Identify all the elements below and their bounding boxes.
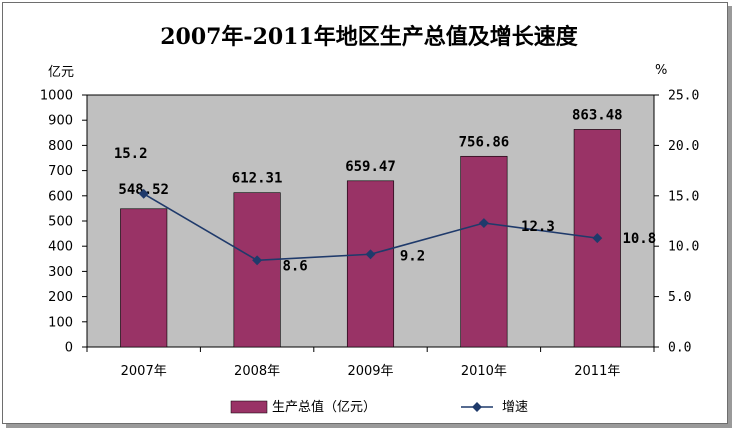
bar-value-label: 756.86 bbox=[459, 134, 510, 150]
line-value-label: 8.6 bbox=[282, 258, 307, 274]
growth-marker bbox=[592, 233, 603, 244]
left-axis-tick-label: 600 bbox=[48, 189, 73, 204]
y-axis-label: 亿元 bbox=[48, 65, 74, 80]
legend-bar-swatch bbox=[230, 400, 268, 414]
y2-axis-label: % bbox=[655, 63, 667, 78]
left-axis-tick-label: 200 bbox=[48, 290, 73, 305]
x-axis-tick-label: 2010年 bbox=[461, 364, 507, 379]
left-axis: 0 100 200 300 400 500 600 700 800 900 1000 bbox=[40, 89, 87, 356]
x-axis-tick-label: 2007年 bbox=[121, 364, 167, 379]
chart-title: 2007年-2011年地区生产总值及增长速度 bbox=[160, 24, 579, 50]
left-axis-tick-label: 800 bbox=[48, 139, 73, 154]
bar bbox=[120, 208, 168, 348]
legend-line-marker bbox=[472, 402, 482, 412]
left-axis-tick-label: 1000 bbox=[40, 89, 73, 104]
growth-marker bbox=[252, 255, 263, 266]
left-axis-tick-label: 900 bbox=[48, 114, 73, 129]
left-axis-tick-label: 0 bbox=[65, 341, 73, 356]
left-axis-tick-label: 100 bbox=[48, 315, 73, 330]
right-axis-tick-label: 0.0 bbox=[668, 341, 691, 356]
left-axis-tick-label: 700 bbox=[48, 164, 73, 179]
left-axis-tick-label: 400 bbox=[48, 240, 73, 255]
x-axis-tick-label: 2011年 bbox=[574, 364, 620, 379]
right-axis-tick-label: 25.0 bbox=[668, 89, 699, 104]
x-axis-tick-label: 2009年 bbox=[347, 364, 393, 379]
bar bbox=[233, 192, 281, 348]
left-axis-tick-label: 300 bbox=[48, 265, 73, 280]
bar-value-label: 659.47 bbox=[345, 159, 396, 175]
right-axis-tick-label: 15.0 bbox=[668, 189, 699, 204]
x-axis: 2007年 2008年 2009年 2010年 2011年 bbox=[86, 347, 655, 379]
line-value-label: 10.8 bbox=[622, 231, 656, 247]
growth-marker bbox=[138, 188, 149, 199]
line-value-label: 12.3 bbox=[521, 219, 555, 235]
right-axis-tick-label: 20.0 bbox=[668, 139, 699, 154]
right-axis: 0.0 5.0 10.0 15.0 20.0 25.0 bbox=[654, 89, 699, 356]
line-value-label: 15.2 bbox=[114, 146, 148, 162]
left-axis-tick-label: 500 bbox=[48, 215, 73, 230]
bar-value-label: 863.48 bbox=[572, 107, 623, 123]
x-axis-tick-label: 2008年 bbox=[234, 364, 280, 379]
legend-line-label: 增速 bbox=[502, 400, 528, 415]
bar-value-label: 612.31 bbox=[232, 171, 283, 187]
right-axis-tick-label: 5.0 bbox=[668, 290, 691, 305]
growth-marker bbox=[478, 218, 489, 228]
legend: 生产总值（亿元） 增速 bbox=[230, 399, 528, 415]
line-series: 15.2 8.6 9.2 12.3 10.8 bbox=[114, 146, 656, 275]
growth-marker bbox=[365, 249, 376, 260]
legend-bar-label: 生产总值（亿元） bbox=[272, 399, 376, 415]
right-axis-tick-label: 10.0 bbox=[668, 240, 699, 255]
line-value-label: 9.2 bbox=[400, 248, 425, 264]
bar bbox=[460, 155, 508, 348]
bar bbox=[346, 180, 395, 348]
